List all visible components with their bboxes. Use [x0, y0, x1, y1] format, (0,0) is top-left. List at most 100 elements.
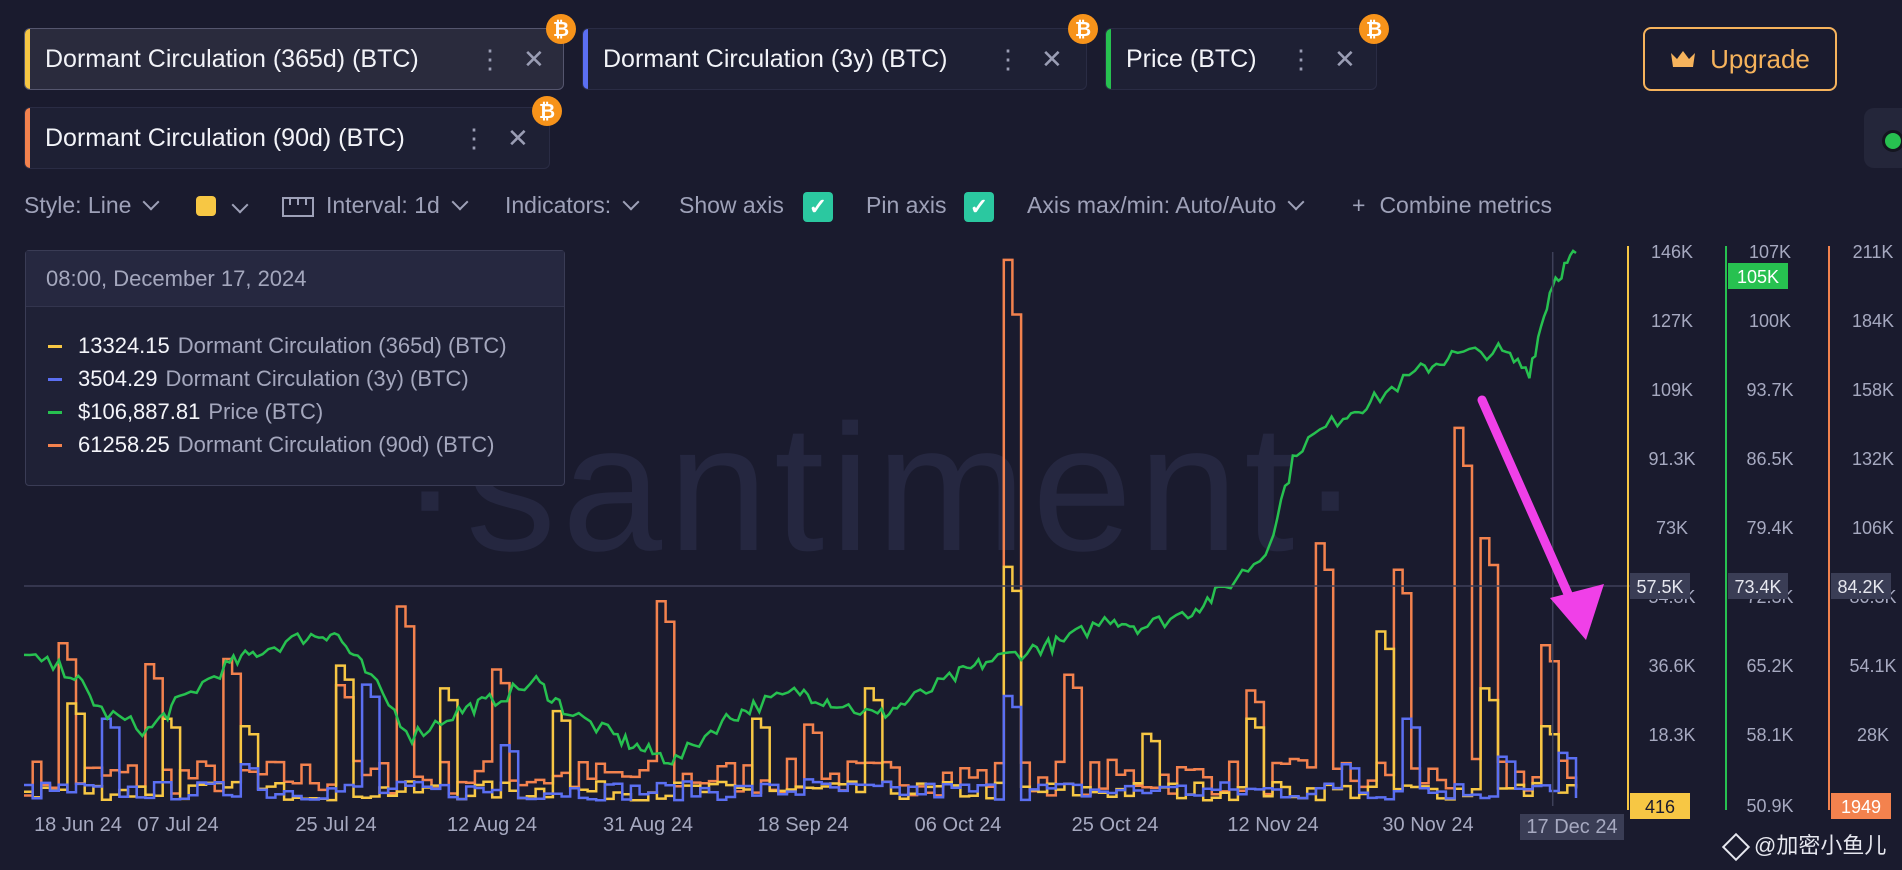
- x-hover-label: 17 Dec 24: [1526, 816, 1617, 838]
- tooltip-row: 3504.29 Dormant Circulation (3y) (BTC): [48, 366, 469, 392]
- metric-label: Dormant Circulation (365d) (BTC): [45, 44, 419, 73]
- indicators-selector[interactable]: Indicators:: [505, 192, 640, 219]
- x-tick-label: 31 Aug 24: [603, 814, 693, 836]
- axis-maxmin-label: Axis max/min: Auto/Auto: [1027, 192, 1277, 218]
- tooltip-label: Price (BTC): [208, 399, 324, 424]
- bitcoin-icon: ₿: [1068, 14, 1098, 44]
- close-icon[interactable]: ✕: [507, 122, 529, 153]
- axis-current-badge: [1831, 793, 1891, 819]
- legend-swatch: [48, 410, 62, 414]
- axis-hover-value: 73.4K: [1734, 577, 1781, 597]
- upgrade-label: Upgrade: [1710, 43, 1810, 74]
- tooltip-value: 13324.15: [78, 333, 170, 358]
- more-options-icon[interactable]: ⋮: [477, 43, 503, 74]
- bitcoin-icon: ₿: [1359, 14, 1389, 44]
- annotation-arrow-shaft: [1477, 395, 1581, 617]
- axis-tick-label: 73K: [1656, 518, 1688, 538]
- axis-hover-value: 84.2K: [1837, 577, 1884, 597]
- bitcoin-icon: ₿: [546, 14, 576, 44]
- tooltip-row: $106,887.81 Price (BTC): [48, 399, 323, 425]
- color-swatch: [196, 196, 216, 216]
- x-tick-label: 18 Jun 24: [34, 814, 122, 836]
- axis-tick-label: 91.3K: [1648, 449, 1695, 469]
- tooltip-row: 61258.25 Dormant Circulation (90d) (BTC): [48, 432, 494, 458]
- plus-icon: +: [1352, 192, 1366, 218]
- metric-label: Price (BTC): [1126, 44, 1257, 73]
- axis-tick-label: 158K: [1852, 380, 1894, 400]
- style-label: Style: Line: [24, 192, 132, 218]
- axis-tick-label: 28K: [1857, 725, 1889, 745]
- axis-tick-label: 107K: [1749, 242, 1791, 262]
- side-panel-toggle[interactable]: [1864, 108, 1902, 168]
- metric-label: Dormant Circulation (90d) (BTC): [45, 123, 405, 152]
- axis-hover-badge: [1831, 573, 1891, 599]
- tooltip-value: 3504.29: [78, 366, 158, 391]
- metric-chip-dormant-365d[interactable]: Dormant Circulation (365d) (BTC) ⋮ ✕: [24, 28, 564, 90]
- close-icon[interactable]: ✕: [1334, 43, 1356, 74]
- axis-maxmin-selector[interactable]: Axis max/min: Auto/Auto: [1027, 192, 1305, 219]
- bitcoin-icon: ₿: [532, 96, 562, 126]
- x-tick-label: 12 Aug 24: [447, 814, 537, 836]
- style-selector[interactable]: Style: Line: [24, 192, 160, 219]
- upgrade-button[interactable]: Upgrade: [1643, 27, 1837, 91]
- axis-tick-label: 79.4K: [1746, 518, 1793, 538]
- axis-tick-label: 50.9K: [1746, 796, 1793, 816]
- credit-label: @加密小鱼儿: [1721, 828, 1886, 862]
- tooltip-label: Dormant Circulation (3y) (BTC): [165, 366, 469, 391]
- show-axis-label: Show axis: [679, 192, 784, 218]
- metric-chip-price[interactable]: Price (BTC) ⋮ ✕: [1105, 28, 1377, 90]
- more-options-icon[interactable]: ⋮: [995, 43, 1021, 74]
- combine-metrics-button[interactable]: + Combine metrics: [1352, 192, 1552, 219]
- metric-color-bar: [25, 108, 30, 168]
- axis-current-value: 1949: [1841, 797, 1881, 817]
- axis-tick-label: 211K: [1853, 242, 1894, 262]
- axis-tick-label: 54.1K: [1849, 656, 1896, 676]
- show-axis-checkbox[interactable]: ✓: [803, 192, 833, 222]
- axis-current-badge: [1728, 263, 1788, 289]
- x-tick-label: 25 Oct 24: [1072, 814, 1159, 836]
- metric-color-bar: [25, 29, 30, 89]
- metric-chip-dormant-90d[interactable]: Dormant Circulation (90d) (BTC) ⋮ ✕: [24, 107, 550, 169]
- series-line: [24, 258, 1578, 797]
- metric-label: Dormant Circulation (3y) (BTC): [603, 44, 948, 73]
- metric-color-bar: [583, 29, 588, 89]
- axis-tick-label: 109K: [1651, 380, 1693, 400]
- tooltip-value: $106,887.81: [78, 399, 201, 424]
- x-tick-label: 06 Oct 24: [915, 814, 1002, 836]
- axis-tick-label: 184K: [1852, 311, 1894, 331]
- series-line: [24, 683, 1578, 802]
- x-tick-label: 30 Nov 24: [1382, 814, 1473, 836]
- axis-tick-label: 93.7K: [1746, 380, 1793, 400]
- color-selector[interactable]: [196, 196, 249, 221]
- interval-selector[interactable]: Interval: 1d: [282, 192, 469, 219]
- tooltip-date: 08:00, December 17, 2024: [26, 251, 564, 307]
- pin-axis-checkbox[interactable]: ✓: [964, 192, 994, 222]
- ruler-icon: [282, 196, 314, 217]
- tooltip-row: 13324.15 Dormant Circulation (365d) (BTC): [48, 333, 507, 359]
- tooltip-label: Dormant Circulation (365d) (BTC): [177, 333, 507, 358]
- price-line: [23, 249, 1577, 766]
- interval-label: Interval: 1d: [326, 192, 440, 218]
- binance-icon: [1721, 833, 1751, 862]
- x-tick-label: 12 Nov 24: [1227, 814, 1318, 836]
- x-hover-badge: [1520, 814, 1624, 840]
- axis-tick-label: 65.2K: [1746, 656, 1793, 676]
- legend-swatch: [48, 443, 62, 447]
- axis-hover-badge: [1630, 573, 1690, 599]
- more-options-icon[interactable]: ⋮: [461, 122, 487, 153]
- axis-tick-label: 58.1K: [1746, 725, 1793, 745]
- axis-tick-label: 18.3K: [1648, 725, 1695, 745]
- hover-tooltip: 08:00, December 17, 2024 13324.15 Dormant…: [25, 250, 565, 486]
- metric-color-bar: [1106, 29, 1111, 89]
- axis-tick-label: 132K: [1852, 449, 1894, 469]
- close-icon[interactable]: ✕: [1041, 43, 1063, 74]
- close-icon[interactable]: ✕: [523, 43, 545, 74]
- axis-hover-value: 57.5K: [1636, 577, 1683, 597]
- axis-tick-label: 106K: [1852, 518, 1894, 538]
- legend-swatch: [48, 377, 62, 381]
- metric-chip-dormant-3y[interactable]: Dormant Circulation (3y) (BTC) ⋮ ✕: [582, 28, 1087, 90]
- more-options-icon[interactable]: ⋮: [1288, 43, 1314, 74]
- legend-swatch: [48, 344, 62, 348]
- axis-current-value: 105K: [1737, 267, 1779, 287]
